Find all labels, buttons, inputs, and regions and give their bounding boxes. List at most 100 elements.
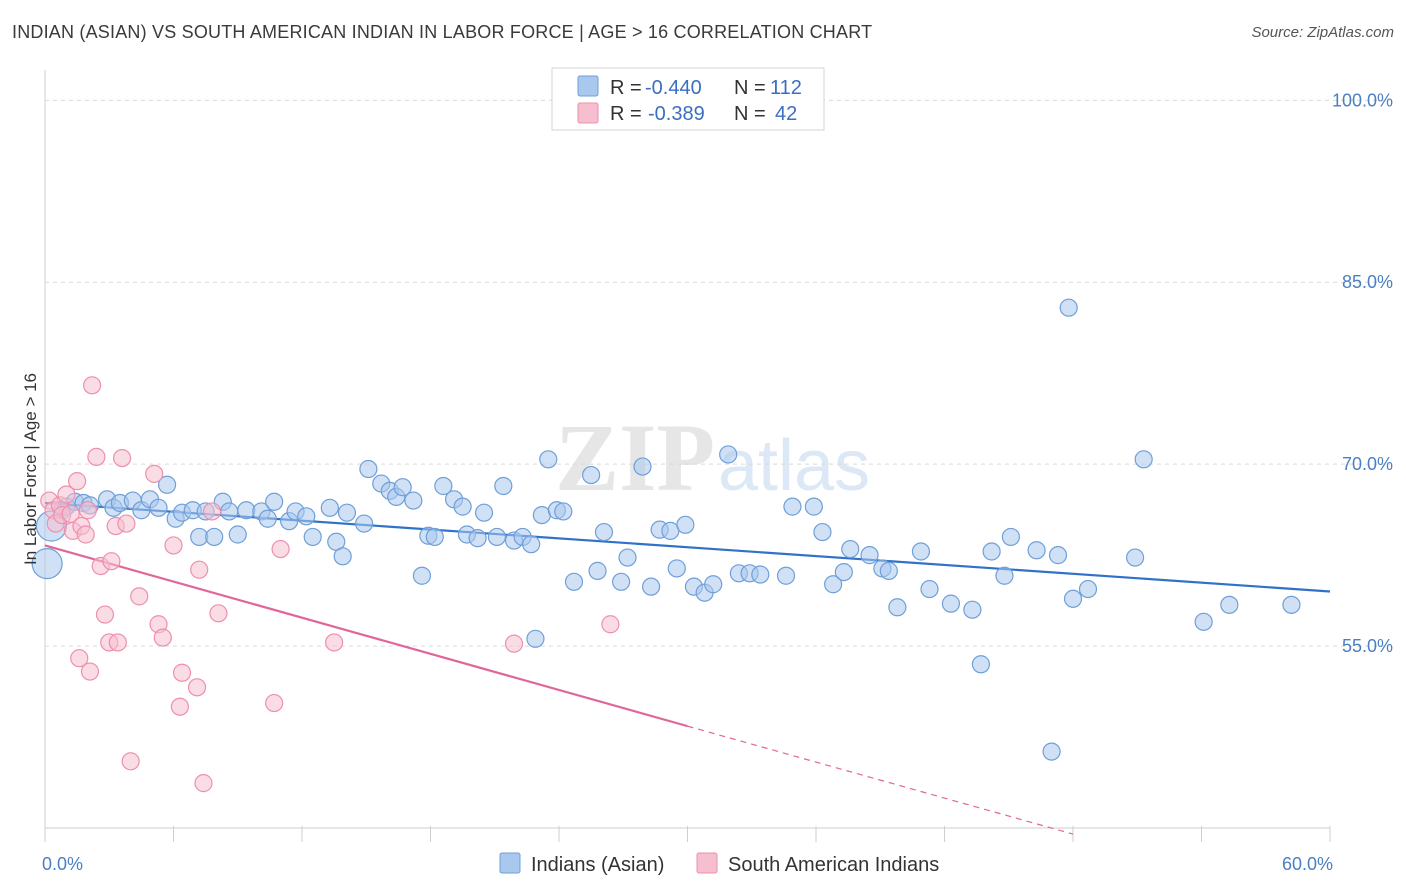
data-point-indians-asian	[1126, 548, 1145, 567]
data-point-south-american-indians	[187, 678, 207, 697]
data-point-indians-asian	[157, 475, 177, 494]
chart-title: INDIAN (ASIAN) VS SOUTH AMERICAN INDIAN …	[12, 22, 873, 42]
data-point-indians-asian	[434, 476, 453, 496]
data-point-south-american-indians	[170, 697, 190, 716]
data-point-indians-asian	[860, 546, 879, 565]
legend: R = -0.440 N = 112 R = -0.389 N = 42	[551, 67, 825, 131]
data-point-indians-asian	[704, 575, 723, 594]
data-point-indians-asian	[1134, 450, 1153, 469]
data-point-south-american-indians	[87, 447, 106, 466]
data-point-south-american-indians	[68, 472, 87, 491]
data-point-south-american-indians	[57, 485, 76, 504]
data-point-indians-asian	[641, 577, 661, 596]
data-point-south-american-indians	[95, 605, 115, 624]
data-point-indians-asian	[337, 503, 357, 522]
data-point-indians-asian	[228, 525, 247, 544]
data-point-indians-asian	[1063, 589, 1083, 608]
data-point-indians-asian	[751, 565, 770, 584]
data-point-south-american-indians	[102, 552, 121, 571]
data-point-indians-asian	[719, 445, 738, 464]
data-point-indians-asian	[333, 547, 352, 566]
axes: 100.0% 85.0% 70.0% 55.0% 0.0% 60.0%	[42, 70, 1393, 874]
data-point-indians-asian	[425, 527, 444, 547]
x-tick-label: 0.0%	[42, 854, 83, 874]
bottom-legend-label-indians-asian: Indians (Asian)	[531, 854, 664, 876]
data-point-south-american-indians	[265, 693, 284, 713]
data-point-indians-asian	[1220, 595, 1239, 614]
y-tick-label: 55.0%	[1342, 636, 1393, 656]
data-point-indians-asian	[532, 505, 551, 525]
data-point-indians-asian	[911, 542, 931, 561]
data-point-indians-asian	[1282, 595, 1301, 614]
data-point-south-american-indians	[117, 514, 136, 533]
data-point-indians-asian	[971, 655, 991, 674]
data-point-indians-asian	[355, 514, 374, 533]
data-point-indians-asian	[31, 548, 63, 580]
legend-swatch-blue	[577, 75, 599, 97]
y-tick-label: 70.0%	[1342, 454, 1393, 474]
data-point-indians-asian	[554, 502, 573, 521]
legend-swatch-pink	[577, 102, 599, 124]
data-point-south-american-indians	[112, 448, 132, 468]
data-point-indians-asian	[453, 497, 472, 516]
data-point-south-american-indians	[325, 633, 344, 652]
grid-lines	[45, 99, 1390, 647]
data-point-indians-asian	[564, 572, 584, 591]
legend-r-label: R =	[610, 103, 642, 125]
data-point-indians-asian	[824, 575, 843, 594]
data-point-indians-asian	[982, 542, 1001, 561]
data-point-south-american-indians	[194, 774, 213, 793]
data-point-indians-asian	[813, 522, 832, 542]
y-axis-label: In Labor Force | Age > 16	[21, 373, 40, 565]
data-point-indians-asian	[539, 450, 558, 469]
data-point-south-american-indians	[80, 662, 100, 681]
data-point-indians-asian	[588, 561, 607, 580]
data-point-indians-asian	[393, 478, 412, 497]
bottom-legend: Indians (Asian) South American Indians	[499, 852, 939, 876]
data-point-south-american-indians	[70, 649, 89, 668]
data-point-indians-asian	[804, 497, 823, 516]
data-point-indians-asian	[888, 598, 907, 617]
data-point-indians-asian	[1001, 527, 1020, 547]
data-point-south-american-indians	[504, 634, 524, 653]
data-point-indians-asian	[1059, 298, 1078, 317]
data-point-indians-asian	[1042, 742, 1061, 761]
data-point-indians-asian	[667, 559, 686, 578]
y-tick-label: 100.0%	[1332, 90, 1393, 110]
data-point-indians-asian	[320, 498, 339, 517]
data-point-indians-asian	[633, 457, 652, 476]
data-point-indians-asian	[963, 600, 982, 619]
data-point-indians-asian	[776, 566, 796, 585]
data-point-south-american-indians	[601, 615, 620, 634]
y-tick-label: 85.0%	[1342, 272, 1393, 292]
data-point-south-american-indians	[83, 376, 102, 395]
data-point-indians-asian	[612, 572, 631, 591]
data-point-indians-asian	[359, 459, 378, 479]
data-point-indians-asian	[594, 522, 614, 542]
data-point-indians-asian	[237, 501, 256, 520]
x-tick-label: 60.0%	[1282, 854, 1333, 874]
data-point-south-american-indians	[164, 536, 183, 555]
data-point-south-american-indians	[130, 587, 149, 606]
data-point-indians-asian	[220, 502, 239, 521]
data-point-south-american-indians	[202, 502, 222, 521]
data-point-indians-asian	[1048, 546, 1068, 565]
data-point-indians-asian	[522, 535, 541, 554]
data-point-indians-asian	[1027, 541, 1046, 560]
legend-r-value: -0.389	[648, 103, 705, 125]
bottom-legend-swatch-pink	[696, 852, 718, 874]
bottom-legend-label-south-american-indians: South American Indians	[728, 854, 939, 876]
data-point-indians-asian	[941, 594, 961, 613]
data-point-indians-asian	[1194, 612, 1213, 631]
data-point-indians-asian	[412, 566, 432, 585]
data-point-indians-asian	[404, 491, 423, 510]
data-point-indians-asian	[618, 548, 637, 567]
data-point-indians-asian	[265, 492, 284, 511]
legend-n-value: 42	[775, 103, 797, 125]
source-label: Source: ZipAtlas.com	[1251, 24, 1394, 41]
data-point-south-american-indians	[153, 628, 172, 647]
data-point-indians-asian	[920, 579, 939, 599]
data-point-south-american-indians	[209, 604, 228, 623]
legend-r-value: -0.440	[645, 77, 702, 99]
data-point-indians-asian	[841, 539, 860, 559]
